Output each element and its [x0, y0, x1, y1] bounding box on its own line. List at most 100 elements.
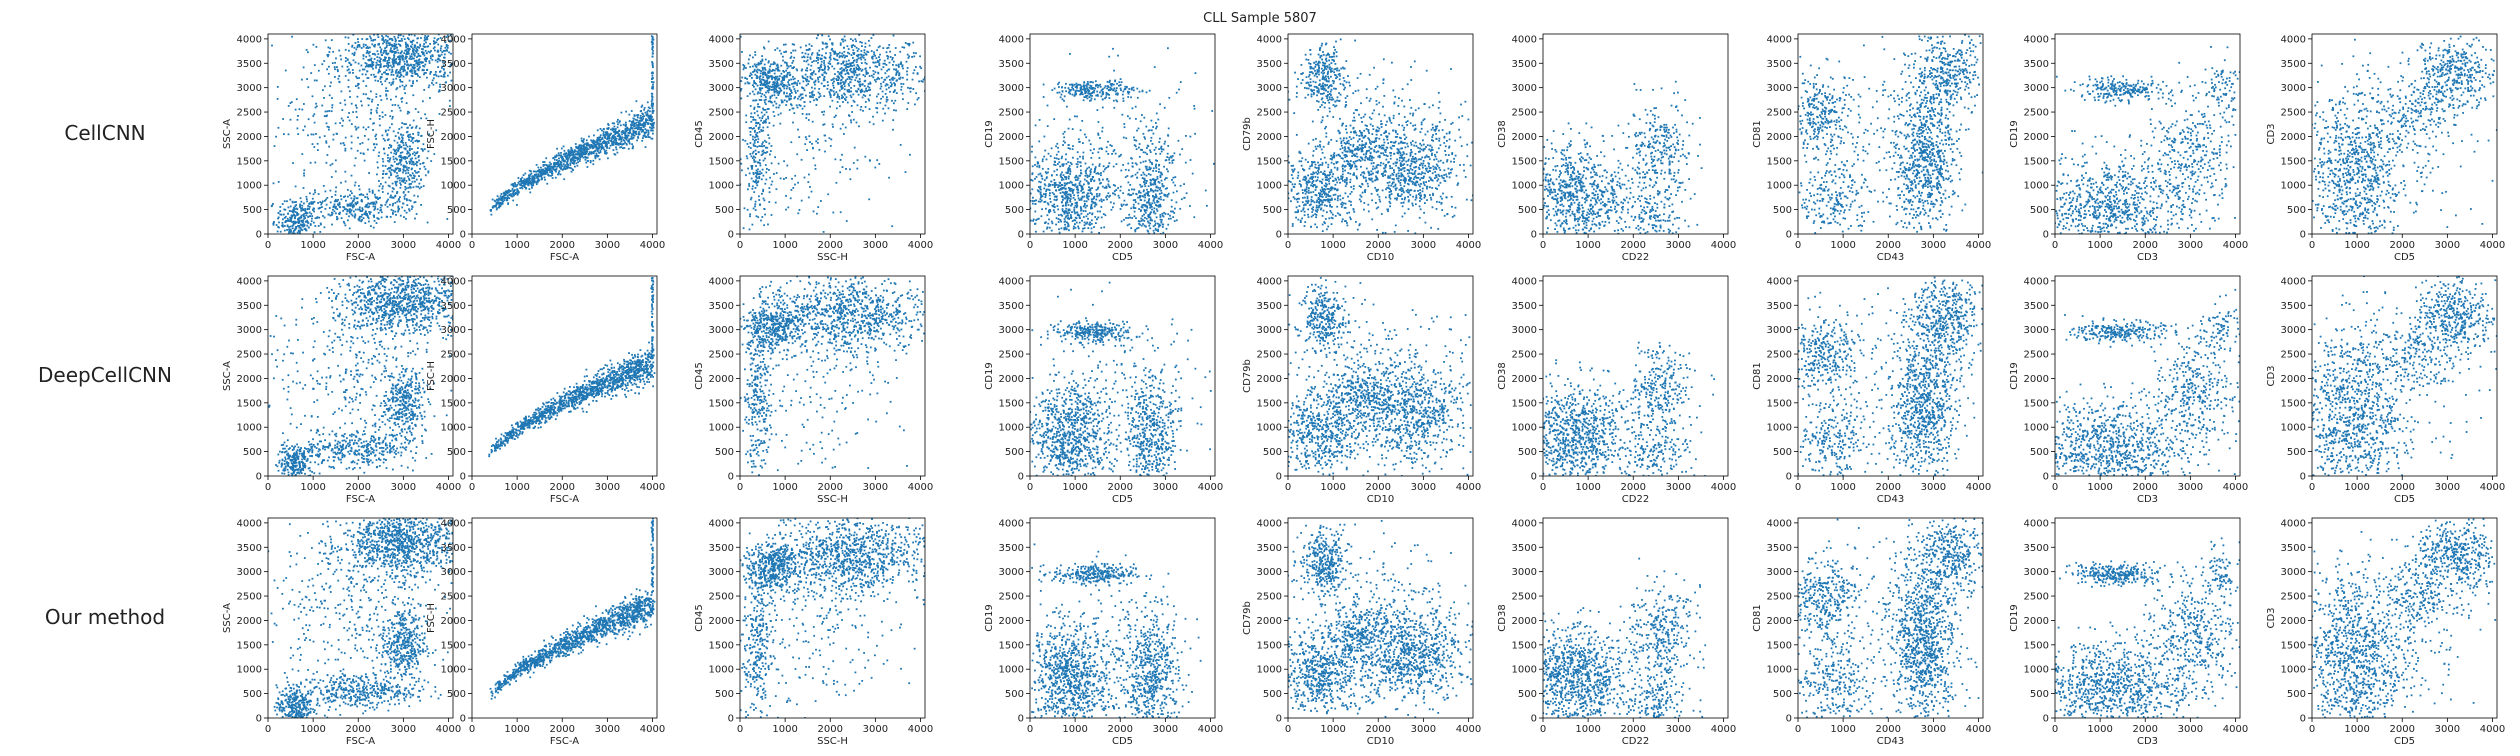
data-point — [350, 203, 353, 206]
data-point — [808, 113, 811, 116]
data-point — [578, 155, 581, 158]
data-point — [286, 229, 288, 231]
data-point — [647, 116, 650, 119]
data-point — [1068, 182, 1071, 184]
data-point — [329, 85, 332, 88]
data-point — [375, 222, 378, 224]
data-point — [530, 170, 532, 173]
data-point — [1059, 219, 1062, 221]
data-point — [852, 52, 855, 54]
data-point — [392, 155, 395, 158]
data-point — [444, 61, 447, 63]
data-point — [777, 94, 780, 96]
data-point — [417, 74, 419, 77]
data-point — [417, 61, 420, 64]
data-point — [522, 182, 525, 185]
data-point — [746, 208, 749, 211]
data-point — [386, 200, 388, 203]
data-point — [386, 73, 389, 76]
data-point — [584, 151, 587, 153]
data-point — [272, 182, 275, 185]
data-point — [764, 109, 767, 111]
data-point — [390, 208, 393, 211]
data-point — [793, 77, 796, 80]
data-point — [786, 67, 789, 70]
data-point — [385, 89, 387, 92]
data-point — [291, 225, 294, 227]
data-point — [395, 153, 397, 156]
data-point — [415, 139, 418, 142]
data-point — [388, 44, 391, 46]
data-point — [796, 89, 799, 92]
data-point — [777, 69, 779, 72]
data-point — [826, 42, 828, 45]
data-point — [370, 225, 372, 227]
data-point — [399, 71, 402, 74]
data-point — [767, 87, 770, 90]
data-point — [293, 230, 295, 232]
data-point — [833, 77, 835, 80]
data-point — [325, 198, 327, 201]
data-point — [437, 38, 440, 40]
data-point — [530, 184, 533, 187]
data-point — [413, 48, 415, 51]
data-point — [628, 113, 631, 116]
y-tick-label: 1500 — [709, 156, 734, 167]
data-point — [407, 175, 409, 178]
data-point — [629, 129, 632, 131]
data-point — [773, 72, 776, 75]
data-point — [332, 208, 334, 211]
data-point — [351, 201, 354, 204]
data-point — [651, 137, 654, 140]
data-point — [610, 132, 613, 135]
data-point — [340, 195, 342, 197]
data-point — [791, 177, 793, 180]
y-tick-label: 2500 — [237, 108, 262, 119]
data-point — [386, 90, 389, 92]
data-point — [1060, 227, 1063, 230]
data-point — [759, 84, 762, 86]
data-point — [416, 151, 419, 153]
data-point — [823, 77, 825, 80]
data-point — [852, 118, 855, 121]
data-point — [868, 75, 871, 77]
data-point — [423, 148, 426, 151]
data-point — [529, 180, 532, 183]
data-point — [392, 209, 395, 212]
data-point — [902, 98, 904, 101]
data-point — [386, 60, 389, 62]
data-point — [356, 149, 359, 152]
data-point — [415, 213, 418, 215]
data-point — [365, 128, 367, 131]
data-point — [1073, 194, 1075, 197]
data-point — [765, 86, 768, 88]
data-point — [747, 62, 750, 65]
data-point — [411, 180, 414, 183]
x-tick-label: 3000 — [391, 240, 416, 251]
data-point — [542, 165, 545, 167]
data-point — [748, 228, 751, 231]
data-point — [393, 152, 396, 155]
data-point — [599, 140, 602, 143]
data-point — [409, 70, 411, 72]
data-point — [351, 214, 354, 217]
data-point — [403, 177, 406, 180]
data-point — [760, 111, 763, 114]
data-point — [756, 68, 759, 71]
data-point — [804, 52, 807, 55]
data-point — [778, 104, 781, 107]
data-point — [1036, 161, 1039, 163]
data-point — [411, 43, 414, 46]
data-point — [1109, 186, 1111, 189]
data-point — [893, 77, 896, 80]
data-point — [313, 113, 316, 116]
data-point — [846, 45, 849, 48]
data-point — [373, 76, 376, 78]
data-point — [389, 216, 392, 218]
data-point — [848, 52, 851, 55]
data-point — [777, 106, 780, 109]
data-point — [535, 170, 538, 173]
data-point — [844, 99, 847, 101]
data-point — [776, 64, 779, 67]
data-point — [756, 71, 759, 74]
